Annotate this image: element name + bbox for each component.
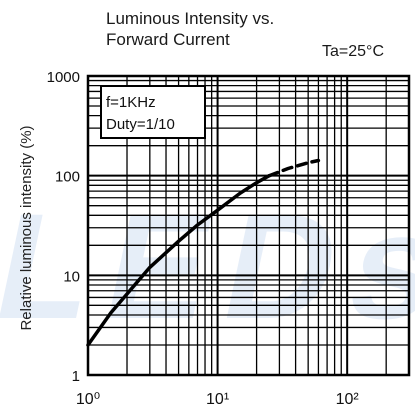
plot-frame <box>86 74 411 377</box>
series-layer <box>86 158 321 347</box>
y-tick-label: 100 <box>55 169 80 186</box>
annotation-line: f=1KHz <box>106 94 156 111</box>
x-tick-label: 10² <box>336 391 360 408</box>
y-tick-label: 1000 <box>47 69 80 86</box>
annotation-line: Duty=1/10 <box>106 116 175 133</box>
chart-title-line-1: Luminous Intensity vs. <box>106 9 275 28</box>
y-axis-label: Relative luminous intensity (%) <box>18 125 35 330</box>
y-tick-label: 1 <box>72 368 80 385</box>
chart-title: Luminous Intensity vs. Forward Current <box>106 8 274 50</box>
annotation-box: f=1KHz Duty=1/10 <box>100 85 206 139</box>
x-tick-label: 10¹ <box>206 391 229 408</box>
series-line <box>86 173 271 347</box>
temperature-condition: Ta=25°C <box>322 43 384 60</box>
x-tick-label: 10⁰ <box>76 391 100 408</box>
chart-title-line-2: Forward Current <box>106 30 230 49</box>
series-line-dashed <box>267 158 321 178</box>
y-tick-label: 10 <box>63 268 80 285</box>
annotation-frame <box>100 85 206 139</box>
tick-labels: 1 10 100 1000 10⁰ 10¹ 10² <box>47 69 360 408</box>
